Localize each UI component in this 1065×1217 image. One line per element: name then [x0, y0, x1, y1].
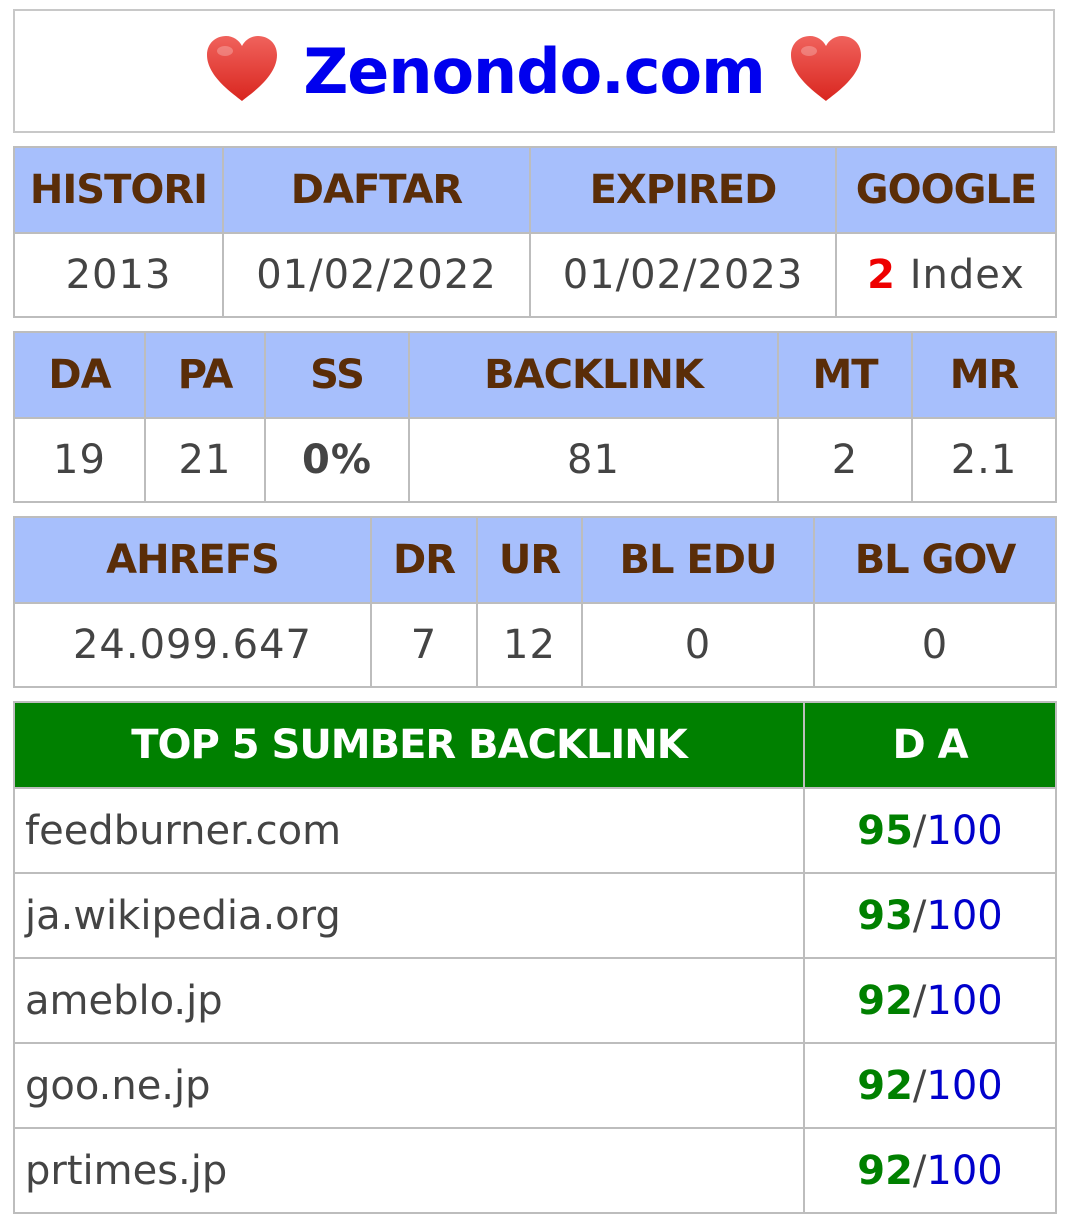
da-max: 100	[926, 1062, 1003, 1109]
header-ur: UR	[476, 516, 583, 604]
backlink-source-da: 92/100	[803, 1127, 1057, 1214]
daftar-value: 01/02/2022	[222, 232, 531, 318]
ur-value: 12	[476, 602, 583, 688]
ss-value: 0%	[264, 417, 410, 503]
google-index-label: Index	[909, 252, 1025, 298]
header-expired: EXPIRED	[529, 146, 837, 234]
header-dr: DR	[370, 516, 478, 604]
domain-history-table: HISTORI DAFTAR EXPIRED GOOGLE 2013 01/02…	[13, 146, 1057, 318]
backlink-source-da: 95/100	[803, 787, 1057, 874]
domain-report: Zenondo.com HISTORI DAFTAR EXPIRED GOOG	[13, 9, 1057, 1214]
bl-edu-value: 0	[581, 602, 815, 688]
mt-value: 2	[777, 417, 913, 503]
backlink-source-site[interactable]: ja.wikipedia.org	[13, 872, 805, 959]
da-max: 100	[926, 1147, 1003, 1194]
da-score: 92	[857, 1062, 913, 1109]
header-histori: HISTORI	[13, 146, 224, 234]
ahrefs-metrics-table: AHREFS DR UR BL EDU BL GOV 24.099.647 7 …	[13, 516, 1057, 688]
google-index-value: 2 Index	[835, 232, 1057, 318]
histori-value: 2013	[13, 232, 224, 318]
pa-value: 21	[144, 417, 266, 503]
backlink-source-da: 92/100	[803, 1042, 1057, 1129]
header-daftar: DAFTAR	[222, 146, 531, 234]
title-box: Zenondo.com	[13, 9, 1055, 133]
backlink-source-da: 93/100	[803, 872, 1057, 959]
header-mt: MT	[777, 331, 913, 419]
backlink-source-site[interactable]: ameblo.jp	[13, 957, 805, 1044]
header-top-da: D A	[803, 701, 1057, 789]
da-max: 100	[926, 977, 1003, 1024]
da-score: 92	[857, 977, 913, 1024]
backlink-source-site[interactable]: prtimes.jp	[13, 1127, 805, 1214]
da-score: 93	[857, 892, 913, 939]
header-pa: PA	[144, 331, 266, 419]
da-score: 92	[857, 1147, 913, 1194]
header-backlink: BACKLINK	[408, 331, 779, 419]
header-mr: MR	[911, 331, 1057, 419]
expired-value: 01/02/2023	[529, 232, 837, 318]
table-row: feedburner.com 95/100	[13, 787, 1057, 874]
mr-value: 2.1	[911, 417, 1057, 503]
header-bl-gov: BL GOV	[813, 516, 1057, 604]
header-ss: SS	[264, 331, 410, 419]
header-da: DA	[13, 331, 146, 419]
heart-icon	[789, 35, 863, 107]
page-title[interactable]: Zenondo.com	[303, 34, 765, 108]
bl-gov-value: 0	[813, 602, 1057, 688]
da-score: 95	[857, 807, 913, 854]
backlink-source-site[interactable]: goo.ne.jp	[13, 1042, 805, 1129]
table-row: ameblo.jp 92/100	[13, 957, 1057, 1044]
backlink-source-site[interactable]: feedburner.com	[13, 787, 805, 874]
table-row: ja.wikipedia.org 93/100	[13, 872, 1057, 959]
header-top-source: TOP 5 SUMBER BACKLINK	[13, 701, 805, 789]
google-index-count: 2	[867, 252, 896, 298]
da-value: 19	[13, 417, 146, 503]
heart-icon	[205, 35, 279, 107]
backlink-source-da: 92/100	[803, 957, 1057, 1044]
dr-value: 7	[370, 602, 478, 688]
header-google: GOOGLE	[835, 146, 1057, 234]
header-bl-edu: BL EDU	[581, 516, 815, 604]
table-row: goo.ne.jp 92/100	[13, 1042, 1057, 1129]
top-backlink-table: TOP 5 SUMBER BACKLINK D A feedburner.com…	[13, 701, 1057, 1214]
header-ahrefs: AHREFS	[13, 516, 372, 604]
da-max: 100	[926, 807, 1003, 854]
moz-metrics-table: DA PA SS BACKLINK MT MR 19 21 0% 81 2 2.…	[13, 331, 1057, 503]
backlink-value: 81	[408, 417, 779, 503]
ahrefs-value: 24.099.647	[13, 602, 372, 688]
da-max: 100	[926, 892, 1003, 939]
table-row: prtimes.jp 92/100	[13, 1127, 1057, 1214]
